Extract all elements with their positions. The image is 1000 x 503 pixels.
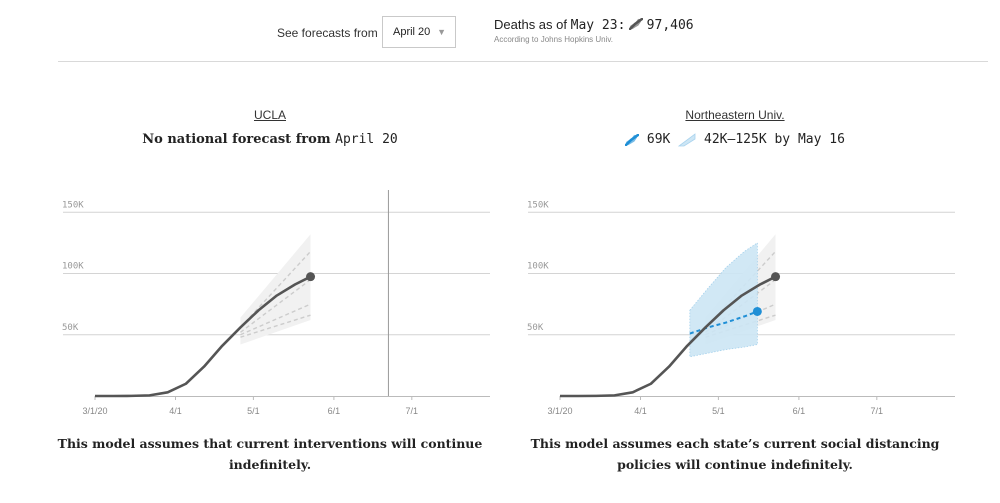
chevron-down-icon: ▼ [437,27,446,37]
ucla-forecast-chart: 50K 100K 150K 3/1/20 4/1 5/1 6/1 7/1 [62,190,490,416]
forecast-endpoint [752,306,762,316]
ghost-forecast-line [240,303,311,336]
y-tick-label: 150K [62,200,84,210]
x-tick-label: 7/1 [871,406,884,416]
x-tick-label: 5/1 [247,406,260,416]
deaths-prefix: Deaths as of [494,17,567,32]
ucla-panel: UCLA No national forecast from April 20 … [40,100,500,490]
forecast-line-icon [625,133,640,146]
caption-line-2: policies will continue indefinitely. [617,457,853,472]
x-tick-label: 6/1 [328,406,341,416]
legend-range: 42K–125K [704,132,767,147]
no-forecast-note: No national forecast from April 20 [40,132,500,147]
observed-deaths-line [95,275,312,398]
legend-by-date: by May 16 [774,132,845,147]
deaths-value: 97,406 [646,18,694,33]
caption-line-1: This model assumes each state’s current … [530,436,940,451]
caption-line-2: indefinitely. [228,457,312,472]
x-tick-label: 3/1/20 [547,406,572,416]
forecast-date-value: April 20 [393,26,431,38]
observed-line-icon [628,17,644,31]
x-tick-label: 5/1 [712,406,725,416]
x-tick-label: 4/1 [634,406,647,416]
model-name-northeastern[interactable]: Northeastern Univ. [685,108,785,122]
model-assumption-caption: This model assumes each state’s current … [505,433,965,475]
header-divider [58,61,988,62]
x-tick-label: 6/1 [793,406,806,416]
y-tick-label: 50K [62,323,79,333]
northeastern-forecast-chart: 50K 100K 150K 3/1/20 4/1 5/1 6/1 7/1 [527,200,955,416]
no-forecast-date: April 20 [335,132,398,147]
observed-deaths-line [560,275,777,398]
range-band-icon [678,132,696,146]
model-assumption-caption: This model assumes that current interven… [40,433,500,475]
legend-median: 69K [646,132,671,147]
observed-endpoint [771,272,781,282]
x-tick-label: 7/1 [406,406,419,416]
forecast-date-select[interactable]: April 20 ▼ [382,16,456,48]
northeastern-panel: Northeastern Univ. 69K 42K–125K by May 1… [505,100,965,490]
y-tick-label: 100K [527,262,549,272]
observed-endpoint [306,272,316,282]
see-forecasts-label: See forecasts from [277,26,378,40]
y-tick-label: 150K [527,200,549,210]
forecast-toolbar: See forecasts from April 20 ▼ Deaths as … [0,0,1000,62]
y-tick-label: 50K [527,323,544,333]
ghost-forecast-line [239,279,311,333]
deaths-source: According to Johns Hopkins Univ. [494,35,614,44]
caption-line-1: This model assumes that current interven… [57,436,483,451]
forecast-range-band [689,242,758,358]
y-tick-label: 100K [62,262,84,272]
ghost-forecast-line [240,314,311,338]
model-name-ucla[interactable]: UCLA [253,108,286,122]
x-tick-label: 4/1 [169,406,182,416]
forecast-median-line [689,310,758,335]
no-forecast-text: No national forecast from [142,132,331,147]
deaths-summary: Deaths as of May 23: 97,406 According to… [494,17,694,44]
deaths-date: May 23: [570,18,626,33]
x-tick-label: 3/1/20 [82,406,107,416]
forecast-legend: 69K 42K–125K by May 16 [505,132,965,147]
